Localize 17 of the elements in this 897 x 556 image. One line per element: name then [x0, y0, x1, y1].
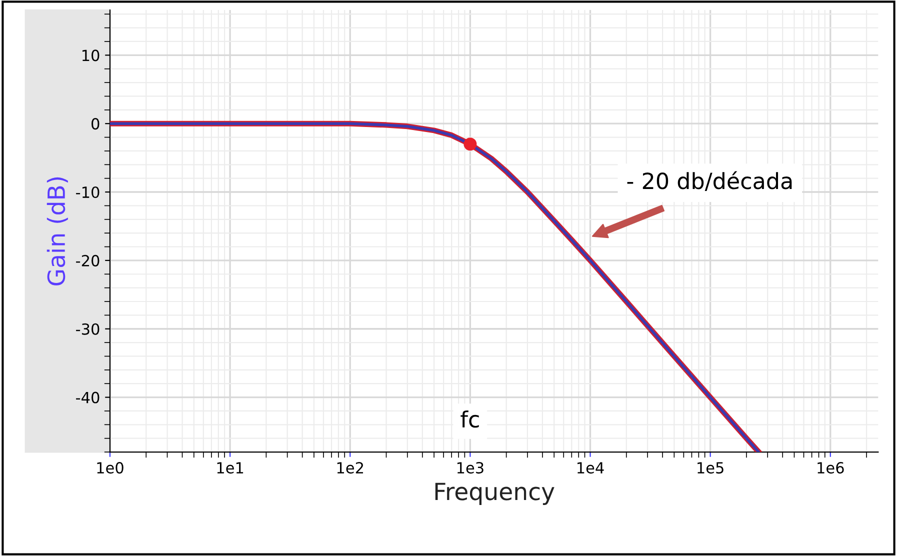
y-tick-label: -30	[76, 323, 100, 335]
x-tick-label: 1e5	[698, 462, 724, 474]
x-tick-label: 1e0	[97, 462, 124, 474]
y-tick-label: -20	[76, 254, 100, 266]
y-tick-label: -10	[76, 186, 100, 198]
y-axis-title: Gain (dB)	[46, 177, 68, 286]
x-tick-label: 1e3	[457, 462, 484, 474]
x-axis-title: Frequency	[435, 482, 554, 505]
annotation: fc	[460, 410, 479, 428]
y-tick-label: -40	[76, 392, 100, 404]
x-tick-label: 1e4	[578, 462, 604, 474]
x-tick-label: 1e1	[217, 462, 244, 474]
x-tick-label: 1e2	[337, 462, 363, 474]
annotation: - 20 db/década	[627, 171, 792, 192]
y-tick-label: 0	[92, 118, 100, 130]
x-tick-label: 1e6	[818, 462, 844, 474]
y-tick-label: 10	[82, 50, 100, 62]
